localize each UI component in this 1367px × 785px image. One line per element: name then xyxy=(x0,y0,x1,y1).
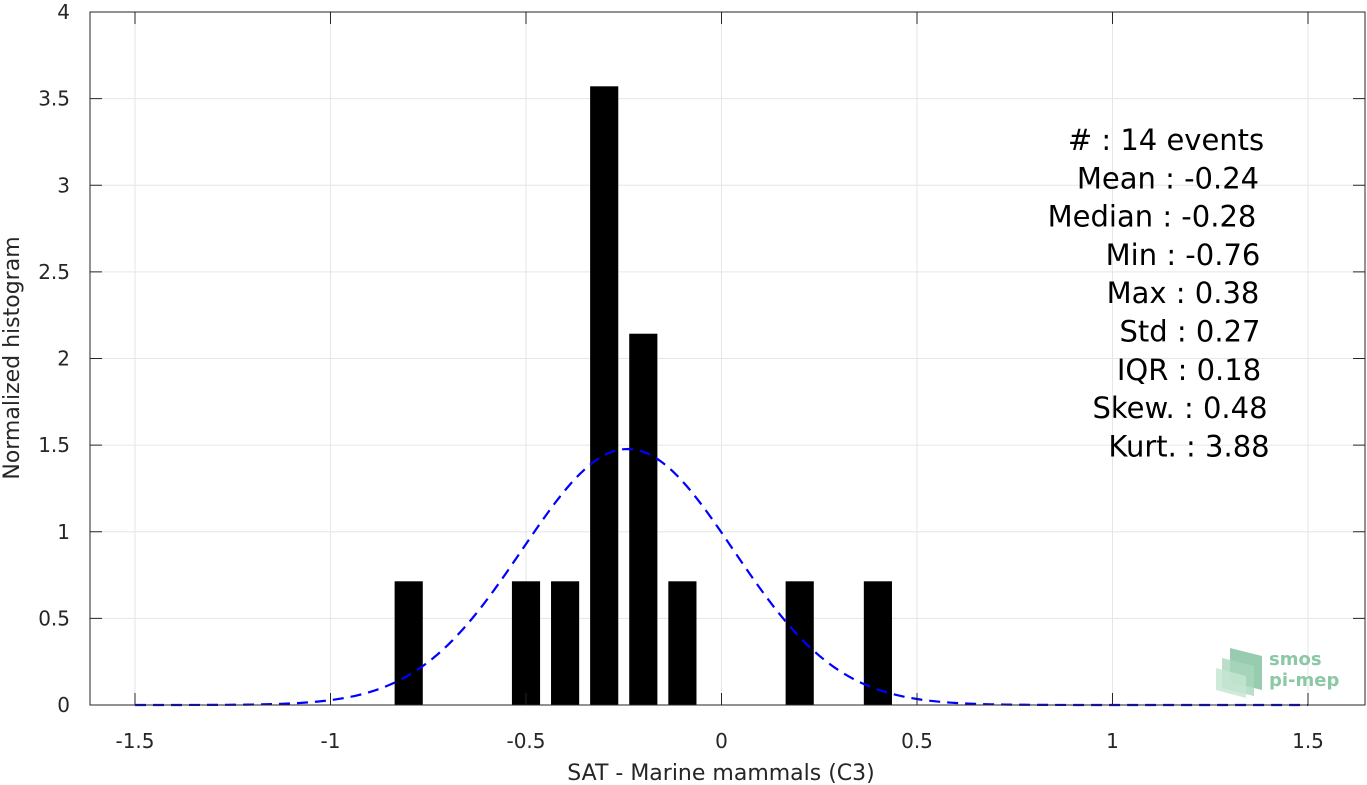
x-tick-labels: -1.5 -1 -0.5 0 0.5 1 1.5 xyxy=(115,729,1323,753)
x-tick-label: -1 xyxy=(321,729,341,753)
y-tick-label: 1.5 xyxy=(38,433,70,457)
x-tick-label: 0.5 xyxy=(901,729,933,753)
x-axis-label: SAT - Marine mammals (C3) xyxy=(567,761,875,785)
histogram-bar xyxy=(551,581,580,705)
logo-text-pimep: pi-mep xyxy=(1269,670,1339,691)
stat-line: Kurt. : 3.88 xyxy=(1108,429,1269,463)
histogram-bar xyxy=(590,86,619,706)
y-tick-label: 2 xyxy=(57,347,70,371)
axes-frame xyxy=(89,11,1366,706)
x-tick-label: 1 xyxy=(1106,729,1119,753)
stat-line: Std : 0.27 xyxy=(1120,315,1261,349)
x-tick-label: -0.5 xyxy=(506,729,545,753)
x-tick-label: -1.5 xyxy=(115,729,154,753)
stat-line: Min : -0.76 xyxy=(1106,238,1261,272)
logo-mark-icon xyxy=(1216,648,1262,698)
stat-line: Skew. : 0.48 xyxy=(1092,391,1267,425)
stat-line: Max : 0.38 xyxy=(1107,276,1260,310)
y-tick-label: 0 xyxy=(57,693,70,717)
y-tick-label: 1 xyxy=(57,520,70,544)
stat-line: IQR : 0.18 xyxy=(1117,353,1261,387)
stat-line: Mean : -0.24 xyxy=(1077,161,1259,195)
y-tick-label: 4 xyxy=(57,0,70,24)
y-axis-label: Normalized histogram xyxy=(0,236,25,479)
smos-pimep-logo: smos pi-mep xyxy=(1216,648,1339,698)
stat-line: # : 14 events xyxy=(1068,123,1264,157)
histogram-bars xyxy=(394,86,892,706)
y-tick-label: 0.5 xyxy=(38,606,70,630)
histogram-bar xyxy=(668,581,697,705)
x-tick-label: 0 xyxy=(715,729,728,753)
histogram-bar xyxy=(863,581,892,705)
y-tick-label: 2.5 xyxy=(38,260,70,284)
x-tick-label: 1.5 xyxy=(1292,729,1324,753)
statistics-panel: # : 14 events Mean : -0.24 Median : -0.28 M… xyxy=(1048,123,1270,463)
histogram-bar xyxy=(629,333,658,705)
y-tick-label: 3.5 xyxy=(38,87,70,111)
histogram-bar xyxy=(511,581,541,705)
y-tick-label: 3 xyxy=(57,173,70,197)
logo-text-smos: smos xyxy=(1269,649,1322,670)
y-tick-labels: 0 0.5 1 1.5 2 2.5 3 3.5 4 xyxy=(38,0,70,717)
stat-line: Median : -0.28 xyxy=(1048,200,1257,234)
histogram-bar xyxy=(394,581,423,705)
histogram-bar xyxy=(785,581,814,705)
